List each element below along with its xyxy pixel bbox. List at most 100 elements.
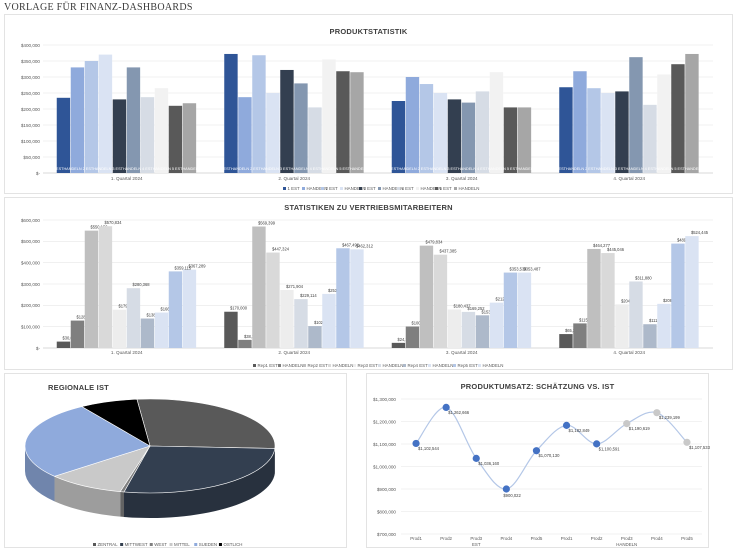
legend-swatch bbox=[194, 543, 198, 546]
y-tick-label: $100,000 bbox=[21, 324, 41, 329]
data-label: $24,133 bbox=[397, 337, 413, 342]
legend-swatch bbox=[397, 187, 400, 190]
data-point bbox=[623, 420, 631, 428]
legend-swatch bbox=[120, 543, 124, 546]
bar-inner-label: 1 ESTHANDELN 2 ESTHANDELN 3 ESTHANDELN 4… bbox=[388, 167, 536, 171]
x-tick-label: Prod4 bbox=[500, 536, 512, 541]
legend-swatch bbox=[428, 364, 431, 367]
x-tick-label: 3. Quartal 2024 bbox=[446, 176, 478, 181]
y-tick-label: $800,000 bbox=[377, 509, 397, 514]
bar bbox=[461, 102, 476, 173]
data-label: $467,492 bbox=[342, 242, 360, 247]
bar bbox=[140, 97, 155, 173]
bar bbox=[336, 248, 350, 348]
pie-slice bbox=[53, 445, 151, 492]
regionale-panel: REGIONALE IST ZENTRAL MITTWEST WEST MITTEL S… bbox=[4, 373, 347, 548]
data-point bbox=[562, 421, 571, 429]
bar bbox=[238, 97, 252, 173]
bar bbox=[601, 93, 615, 173]
legend-label: HANDELN bbox=[283, 363, 304, 368]
bar bbox=[182, 103, 197, 173]
bar bbox=[615, 304, 629, 348]
bar bbox=[350, 72, 364, 173]
pie-slice-side bbox=[25, 446, 55, 502]
legend-swatch bbox=[283, 187, 286, 190]
vertriebsmitarbeiter-panel: STATISTIKEN ZU VERTRIEBSMITARBEITERN $- $… bbox=[4, 197, 733, 370]
x-tick-label: Prod2 bbox=[440, 536, 452, 541]
bar bbox=[308, 107, 322, 173]
data-label: $38,138 bbox=[244, 334, 260, 339]
bar bbox=[224, 53, 238, 173]
bar bbox=[112, 309, 127, 348]
page-title: VORLAGE FÜR FINANZ-DASHBOARDS bbox=[4, 2, 193, 13]
data-point bbox=[593, 440, 601, 448]
x-tick-label: 2. Quartal 2024 bbox=[278, 176, 310, 181]
bar bbox=[461, 311, 476, 348]
data-label: $353,487 bbox=[523, 267, 541, 272]
bar-inner-label: 1 ESTHANDELN 2 ESTHANDELN 3 ESTHANDELN 4… bbox=[53, 167, 201, 171]
legend-label: ZENTRAL bbox=[98, 542, 119, 547]
bar bbox=[168, 105, 183, 173]
regionale-chart: ZENTRAL MITTWEST WEST MITTEL SUEDEN OSTLICH bbox=[24, 398, 276, 547]
regionale-title: REGIONALE IST bbox=[48, 383, 109, 392]
bar bbox=[112, 99, 127, 173]
data-point bbox=[442, 403, 450, 412]
bar bbox=[643, 324, 657, 348]
x-group-label: EST bbox=[472, 542, 481, 547]
pie-slice bbox=[24, 406, 151, 477]
bar bbox=[350, 249, 364, 348]
produktumsatz-title: PRODUKTUMSATZ: SCHÄTZUNG VS. IST bbox=[460, 382, 615, 391]
legend-label: Rep1 EST bbox=[258, 363, 279, 368]
legend-label: HANDELN bbox=[307, 186, 328, 191]
legend-label: 1 EST bbox=[288, 186, 301, 191]
x-tick-label: Prod2 bbox=[591, 536, 603, 541]
bar bbox=[573, 71, 587, 173]
bar bbox=[405, 326, 420, 348]
legend-swatch bbox=[253, 364, 256, 367]
data-label: $1,036,160 bbox=[478, 461, 500, 466]
bar bbox=[98, 54, 113, 173]
data-label: $229,114 bbox=[300, 293, 317, 298]
bar bbox=[154, 312, 169, 348]
data-label: $180,437 bbox=[453, 304, 471, 309]
x-tick-label: Prod1 bbox=[410, 536, 422, 541]
x-tick-label: 1. Quartal 2024 bbox=[111, 176, 143, 181]
legend-label: HANDELN bbox=[459, 186, 480, 191]
data-point bbox=[532, 447, 541, 455]
bar bbox=[56, 97, 71, 173]
data-label: $170,000 bbox=[230, 306, 248, 311]
legend-swatch bbox=[93, 543, 96, 546]
bar bbox=[391, 101, 406, 173]
bar bbox=[391, 342, 406, 348]
bar bbox=[266, 252, 280, 348]
x-tick-label: 4. Quartal 2024 bbox=[613, 176, 645, 181]
legend-label: HANDELN bbox=[345, 186, 366, 191]
bar bbox=[489, 302, 504, 348]
bar bbox=[657, 74, 671, 173]
y-tick-label: $900,000 bbox=[377, 487, 397, 492]
bar bbox=[56, 341, 71, 348]
x-tick-label: Prod3 bbox=[470, 536, 482, 541]
data-label: $1,100,591 bbox=[599, 446, 621, 451]
data-label: $524,445 bbox=[691, 230, 709, 235]
bar bbox=[168, 271, 183, 348]
legend-swatch bbox=[149, 543, 153, 546]
y-tick-label: $400,000 bbox=[21, 260, 41, 265]
legend-label: SUEDEN bbox=[199, 542, 217, 547]
legend-swatch bbox=[454, 187, 457, 190]
bar bbox=[475, 315, 490, 348]
bar bbox=[154, 88, 169, 173]
bar bbox=[84, 61, 99, 173]
legend-swatch bbox=[302, 187, 305, 190]
bar-inner-label: 1 ESTHANDELN 2 ESTHANDELN 3 ESTHANDELN 4… bbox=[220, 167, 368, 171]
y-tick-label: $700,000 bbox=[377, 532, 397, 537]
legend-label: HANDELN bbox=[433, 363, 454, 368]
bar bbox=[336, 71, 350, 173]
x-tick-label: 1. Quartal 2024 bbox=[111, 350, 143, 355]
produktstatistik-chart: $- $50,000 $100,000 $150,000 $200,000 $250,00… bbox=[21, 43, 713, 191]
bar bbox=[475, 91, 490, 173]
y-tick-label: $1,200,000 bbox=[373, 419, 396, 424]
y-tick-label: $- bbox=[36, 171, 41, 176]
data-label: $1,102,544 bbox=[418, 446, 440, 451]
bar bbox=[503, 272, 518, 348]
